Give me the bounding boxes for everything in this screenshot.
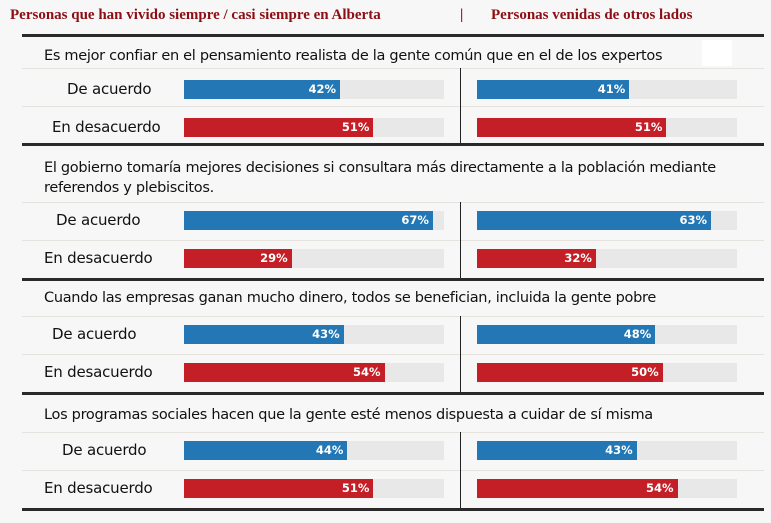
row-divider (22, 432, 764, 433)
row-divider (22, 354, 764, 355)
bar-value-label: 41% (597, 82, 626, 96)
group-divider (460, 432, 461, 508)
bar-track: 54% (184, 363, 444, 382)
bar-track: 51% (477, 118, 737, 137)
bar-track: 50% (477, 363, 737, 382)
header-left-title: Personas que han vivido siempre / casi s… (10, 7, 381, 23)
disagree-bar-alberta: 51% (184, 118, 374, 137)
bar-track: 51% (184, 479, 444, 498)
row-divider (22, 106, 764, 107)
bar-value-label: 63% (679, 213, 707, 227)
bar-value-label: 43% (605, 443, 633, 457)
bar-track: 44% (184, 441, 444, 460)
agree-label: De acuerdo (62, 441, 147, 459)
bar-value-label: 42% (308, 82, 336, 96)
agree-bar-others: 41% (477, 80, 630, 99)
group-divider (460, 316, 461, 392)
bar-value-label: 43% (312, 327, 340, 341)
bar-track: 48% (477, 325, 737, 344)
disagree-bar-alberta: 54% (184, 363, 385, 382)
disagree-bar-others: 54% (477, 479, 678, 498)
row-divider (22, 202, 764, 203)
group-divider (460, 68, 461, 143)
disagree-label: En desacuerdo (52, 118, 161, 136)
question-text: El gobierno tomaría mejores decisiones s… (44, 160, 716, 196)
header-right-title: Personas venidas de otros lados (491, 7, 693, 23)
section-rule (22, 508, 764, 511)
bar-value-label: 32% (564, 251, 592, 265)
row-divider (22, 316, 764, 317)
agree-label: De acuerdo (56, 211, 141, 229)
bar-track: 67% (184, 211, 444, 230)
question-text: Cuando las empresas ganan mucho dinero, … (44, 290, 656, 306)
header-rule (22, 34, 764, 37)
section-rule (22, 143, 764, 146)
disagree-label: En desacuerdo (44, 479, 153, 497)
bar-track: 63% (477, 211, 737, 230)
agree-bar-alberta: 67% (184, 211, 433, 230)
agree-bar-others: 43% (477, 441, 637, 460)
agree-bar-others: 63% (477, 211, 711, 230)
bar-track: 43% (477, 441, 737, 460)
bar-track: 42% (184, 80, 444, 99)
agree-bar-alberta: 43% (184, 325, 344, 344)
section-rule (22, 278, 764, 281)
question-text: Los programas sociales hacen que la gent… (44, 407, 653, 423)
disagree-label: En desacuerdo (44, 249, 153, 267)
bar-track: 43% (184, 325, 444, 344)
bar-value-label: 51% (341, 481, 370, 495)
row-divider (22, 68, 764, 69)
disagree-bar-others: 50% (477, 363, 663, 382)
bar-value-label: 51% (634, 120, 663, 134)
question-text: Es mejor confiar en el pensamiento reali… (44, 48, 663, 64)
bar-value-label: 51% (341, 120, 370, 134)
bar-track: 29% (184, 249, 444, 268)
bar-value-label: 67% (401, 213, 429, 227)
bar-track: 54% (477, 479, 737, 498)
bar-value-label: 54% (646, 481, 674, 495)
header-separator: | (460, 7, 464, 23)
disagree-bar-alberta: 29% (184, 249, 292, 268)
disagree-bar-others: 51% (477, 118, 667, 137)
blank-box (702, 40, 732, 66)
agree-bar-alberta: 42% (184, 80, 340, 99)
section-rule (22, 392, 764, 395)
bar-value-label: 54% (353, 365, 381, 379)
row-divider (22, 240, 764, 241)
bar-track: 32% (477, 249, 737, 268)
disagree-label: En desacuerdo (44, 363, 153, 381)
bar-value-label: 48% (623, 327, 652, 341)
bar-value-label: 50% (631, 365, 659, 379)
agree-bar-alberta: 44% (184, 441, 348, 460)
bar-value-label: 29% (260, 251, 288, 265)
bar-value-label: 44% (315, 443, 344, 457)
row-divider (22, 470, 764, 471)
bar-track: 41% (477, 80, 737, 99)
group-divider (460, 202, 461, 278)
disagree-bar-alberta: 51% (184, 479, 374, 498)
agree-label: De acuerdo (52, 325, 137, 343)
bar-track: 51% (184, 118, 444, 137)
agree-bar-others: 48% (477, 325, 656, 344)
disagree-bar-others: 32% (477, 249, 596, 268)
agree-label: De acuerdo (67, 80, 152, 98)
